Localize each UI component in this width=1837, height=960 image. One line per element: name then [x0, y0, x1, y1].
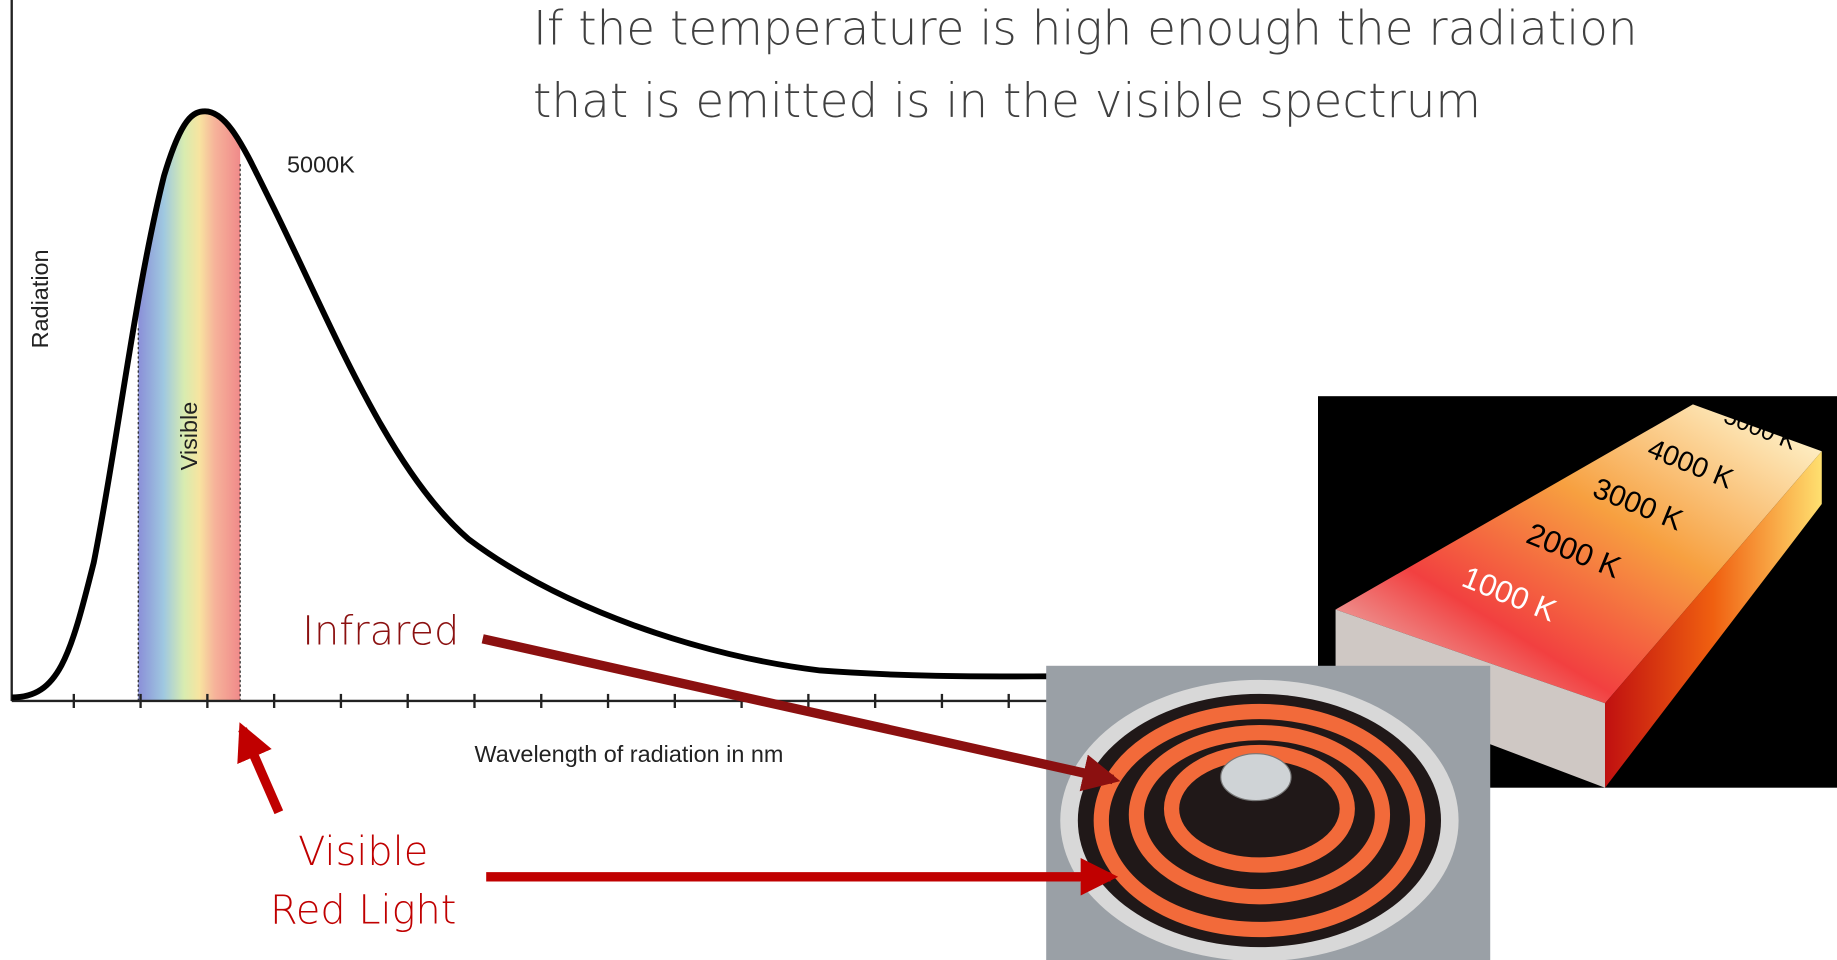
page: If the temperature is high enough the ra…	[0, 0, 1837, 960]
x-axis-label: Wavelength of radiation in nm	[474, 741, 783, 767]
y-axis-label: Radiation	[27, 249, 53, 348]
heading-line: that is emitted is in the visible spectr…	[533, 74, 1481, 129]
curve-label: 5000K	[287, 151, 355, 177]
annotation: Visible	[298, 829, 428, 875]
band-label: Visible	[176, 402, 202, 471]
center-cap	[1221, 754, 1291, 801]
visible-band	[138, 0, 240, 701]
slide: If the temperature is high enough the ra…	[0, 0, 1837, 960]
heading-line: If the temperature is high enough the ra…	[533, 2, 1638, 57]
arrow	[243, 729, 279, 812]
annotation: Infrared	[302, 609, 459, 655]
stove-image	[1046, 666, 1490, 960]
annotation: Red Light	[270, 888, 456, 934]
